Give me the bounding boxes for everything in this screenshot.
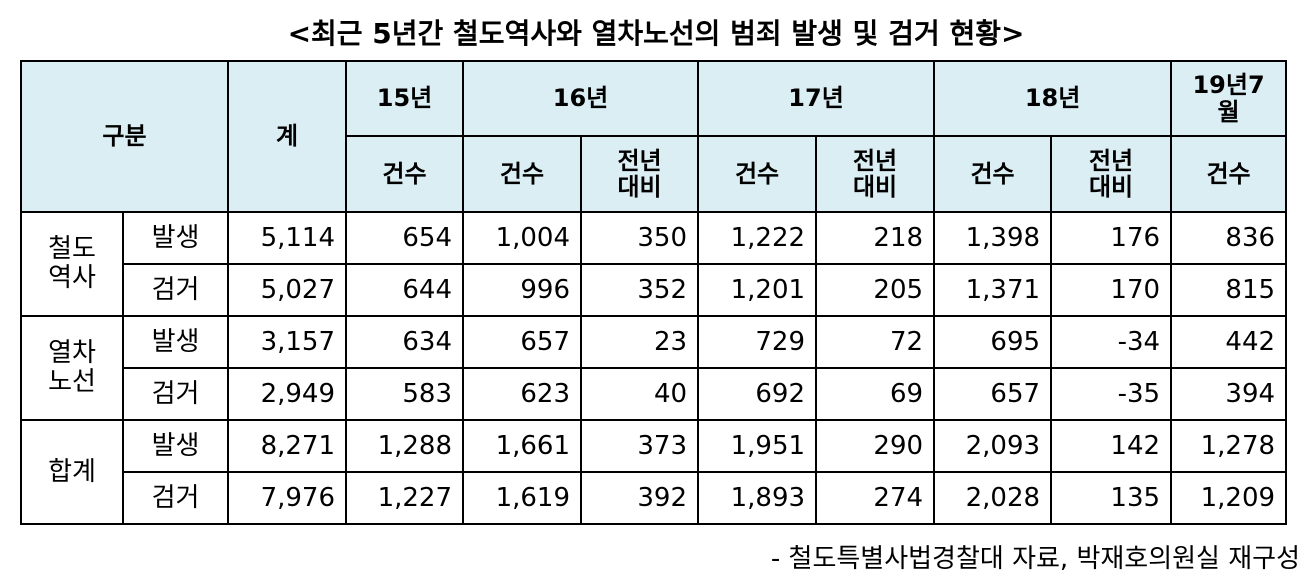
- value-cell: 1,288: [345, 419, 465, 473]
- year-header: 19년7월: [1170, 60, 1288, 137]
- sub-header: 전년 대비: [815, 135, 936, 213]
- sub-header: 전년 대비: [580, 135, 700, 213]
- value-cell: 695: [933, 315, 1053, 369]
- sub-header: 건수: [462, 135, 583, 213]
- value-cell: 135: [1050, 471, 1173, 525]
- header-cell: 계: [227, 60, 348, 213]
- value-cell: 1,278: [1170, 419, 1288, 473]
- table-row: 철도 역사 발생 5,114 654 1,004 350 1,222 218 1,398 176 8…: [20, 211, 1288, 317]
- year-header: 15년: [345, 60, 465, 137]
- group-label: 철도 역사: [20, 211, 124, 317]
- row-kind: 발생: [121, 211, 230, 265]
- year-header: 16년: [462, 60, 700, 137]
- table-row: 합계 발생 8,271 1,288 1,661 373 1,951 290 2,093 142 1,…: [20, 419, 1288, 525]
- value-cell: 996: [462, 263, 583, 317]
- value-cell: 644: [345, 263, 465, 317]
- value-cell: 8,271: [227, 419, 348, 473]
- row-kind: 검거: [121, 263, 230, 317]
- value-cell: 654: [345, 211, 465, 265]
- year-header: 17년: [697, 60, 936, 137]
- value-cell: 2,093: [933, 419, 1053, 473]
- value-cell: 5,027: [227, 263, 348, 317]
- value-cell: 657: [462, 315, 583, 369]
- value-cell: -34: [1050, 315, 1173, 369]
- sub-header: 건수: [697, 135, 818, 213]
- table-row: 건수 건수 전년 대비 건수 전년 대비 건수 전년 대비 건수: [21, 135, 1288, 213]
- row-kind: 검거: [121, 367, 230, 421]
- value-cell: 1,227: [345, 471, 465, 525]
- header-cell: 구분: [19, 60, 230, 213]
- value-cell: 23: [580, 315, 700, 369]
- table-row: 열차 노선 발생 3,157 634 657 23 729 72 695 -34 442: [20, 315, 1288, 421]
- value-cell: -35: [1050, 367, 1173, 421]
- value-cell: 2,028: [933, 471, 1053, 525]
- row-kind: 발생: [121, 419, 230, 473]
- value-cell: 623: [462, 367, 583, 421]
- value-cell: 5,114: [227, 211, 348, 265]
- value-cell: 836: [1170, 211, 1288, 265]
- sub-header: 건수: [345, 135, 465, 213]
- row-kind: 발생: [121, 315, 230, 369]
- value-cell: 170: [1050, 263, 1173, 317]
- title: <최근 5년간 철도역사와 열차노선의 범죄 발생 및 검거 현황>: [287, 17, 1025, 50]
- value-cell: 1,371: [933, 263, 1053, 317]
- value-cell: 218: [815, 211, 936, 265]
- value-cell: 815: [1170, 263, 1288, 317]
- value-cell: 3,157: [227, 315, 348, 369]
- value-cell: 1,222: [697, 211, 818, 265]
- value-cell: 729: [697, 315, 818, 369]
- value-cell: 205: [815, 263, 936, 317]
- table-row: 검거 2,949 583 623 40 692 69 657 -35 394: [21, 367, 1288, 421]
- value-cell: 2,949: [227, 367, 348, 421]
- value-cell: 692: [697, 367, 818, 421]
- value-cell: 442: [1170, 315, 1288, 369]
- value-cell: 142: [1050, 419, 1173, 473]
- value-cell: 657: [933, 367, 1053, 421]
- value-cell: 40: [580, 367, 700, 421]
- table-row: 검거 7,976 1,227 1,619 392 1,893 274 2,028 135 1,20…: [21, 471, 1288, 525]
- value-cell: 7,976: [227, 471, 348, 525]
- table-row: 검거 5,027 644 996 352 1,201 205 1,371 170 815: [21, 263, 1288, 317]
- table: 구분 계 15년 16년 17년 18년 19년7월 건수 건수 전년 대비 건수 전년 대비 건수 전년…: [19, 60, 1288, 525]
- sub-header: 전년 대비: [1050, 135, 1173, 213]
- group-label: 열차 노선: [20, 315, 124, 421]
- value-cell: 394: [1170, 367, 1288, 421]
- sub-header: 건수: [1170, 135, 1288, 213]
- value-cell: 274: [815, 471, 936, 525]
- value-cell: 176: [1050, 211, 1173, 265]
- row-kind: 검거: [121, 471, 230, 525]
- value-cell: 373: [580, 419, 700, 473]
- value-cell: 352: [580, 263, 700, 317]
- value-cell: 1,893: [697, 471, 818, 525]
- value-cell: 583: [345, 367, 465, 421]
- source-note: - 철도특별사법경찰대 자료, 박재호의원실 재구성: [770, 544, 1300, 574]
- value-cell: 1,619: [462, 471, 583, 525]
- value-cell: 1,004: [462, 211, 583, 265]
- value-cell: 392: [580, 471, 700, 525]
- value-cell: 1,398: [933, 211, 1053, 265]
- sub-header: 건수: [933, 135, 1053, 213]
- value-cell: 69: [815, 367, 936, 421]
- value-cell: 634: [345, 315, 465, 369]
- value-cell: 290: [815, 419, 936, 473]
- value-cell: 1,661: [462, 419, 583, 473]
- value-cell: 1,201: [697, 263, 818, 317]
- value-cell: 1,951: [697, 419, 818, 473]
- year-header: 18년: [933, 60, 1173, 137]
- value-cell: 1,209: [1170, 471, 1288, 525]
- table-row: 구분 계 15년 16년 17년 18년 19년7월: [19, 60, 1288, 213]
- value-cell: 72: [815, 315, 936, 369]
- value-cell: 350: [580, 211, 700, 265]
- year-label: 19년7월: [1192, 71, 1265, 126]
- group-label: 합계: [20, 419, 124, 525]
